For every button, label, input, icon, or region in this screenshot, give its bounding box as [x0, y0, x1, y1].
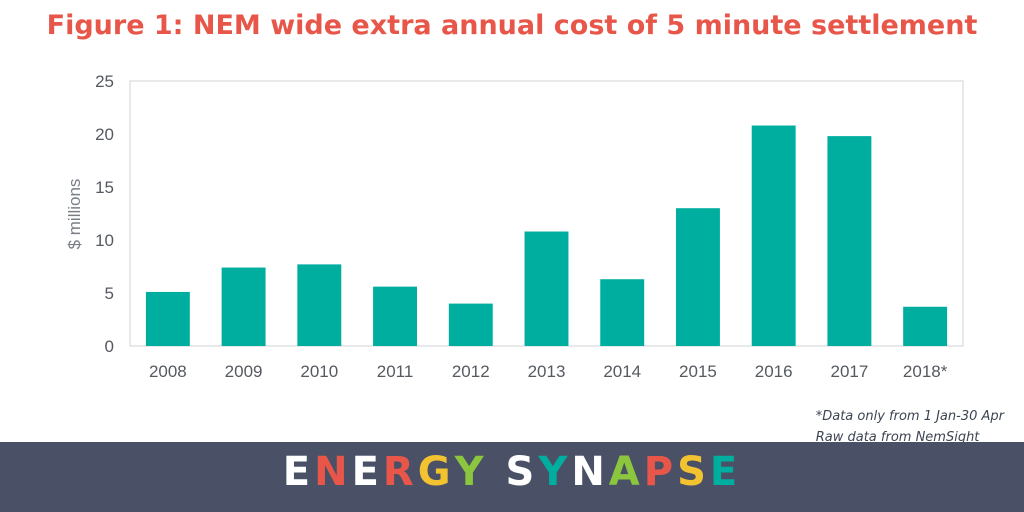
logo-space: [488, 449, 506, 495]
x-tick-label: 2012: [452, 362, 490, 381]
bar: [751, 125, 796, 347]
y-tick-label: 5: [105, 284, 114, 303]
footnotes: *Data only from 1 Jan-30 Apr Raw data fr…: [816, 406, 1004, 448]
logo-letter: N: [571, 449, 609, 495]
footer-banner: ENERGY SYNAPSE: [0, 442, 1024, 512]
x-tick-label: 2014: [603, 362, 641, 381]
logo-letter: P: [643, 449, 678, 495]
logo-letter: S: [677, 449, 710, 495]
bar: [827, 136, 872, 346]
logo-letter: Y: [454, 449, 488, 495]
logo-letter: N: [314, 449, 352, 495]
bar: [297, 264, 342, 346]
x-tick-label: 2017: [830, 362, 868, 381]
bar: [903, 306, 948, 346]
x-tick-label: 2015: [679, 362, 717, 381]
y-axis-label: $ millions: [65, 179, 84, 250]
y-tick-label: 10: [95, 231, 114, 250]
bar: [145, 291, 190, 346]
logo-letter: E: [351, 449, 383, 495]
bar: [448, 303, 493, 346]
bar: [373, 286, 418, 346]
x-tick-label: 2010: [300, 362, 338, 381]
bar-chart: 2008 2009 2010 2011 2012 2013 2014 2015 2016 2017…: [65, 72, 964, 381]
logo-letter: R: [382, 449, 418, 495]
chart-bars: [145, 125, 948, 347]
brand-logo: ENERGY SYNAPSE: [0, 449, 1024, 495]
y-tick-label: 25: [95, 72, 114, 91]
x-tick-label: 2018*: [903, 362, 948, 381]
bar: [221, 267, 266, 346]
x-tick-label: 2011: [377, 362, 414, 381]
x-tick-label: 2008: [149, 362, 187, 381]
bar: [600, 279, 645, 346]
footnote-source: Raw data from NemSight: [815, 430, 980, 445]
logo-letter: G: [417, 449, 455, 495]
chart-title: Figure 1: NEM wide extra annual cost of …: [46, 10, 978, 41]
y-tick-labels: 0 5 10 15 20 25: [95, 72, 114, 356]
x-tick-label: 2009: [225, 362, 263, 381]
logo-letter: S: [505, 449, 539, 495]
x-tick-labels: 2008 2009 2010 2011 2012 2013 2014 2015 2016 2017…: [149, 362, 948, 381]
y-tick-label: 20: [95, 125, 114, 144]
bar: [675, 208, 720, 346]
logo-letter: Y: [538, 449, 572, 495]
x-tick-label: 2016: [755, 362, 793, 381]
y-tick-label: 15: [95, 178, 114, 197]
logo-letter: E: [709, 449, 742, 495]
bar: [524, 231, 569, 346]
x-tick-label: 2013: [528, 362, 566, 381]
footnote-data-range: *Data only from 1 Jan-30 Apr: [815, 409, 1004, 424]
logo-letter: E: [282, 449, 315, 495]
y-tick-label: 0: [105, 337, 114, 356]
logo-letter: A: [608, 449, 644, 495]
